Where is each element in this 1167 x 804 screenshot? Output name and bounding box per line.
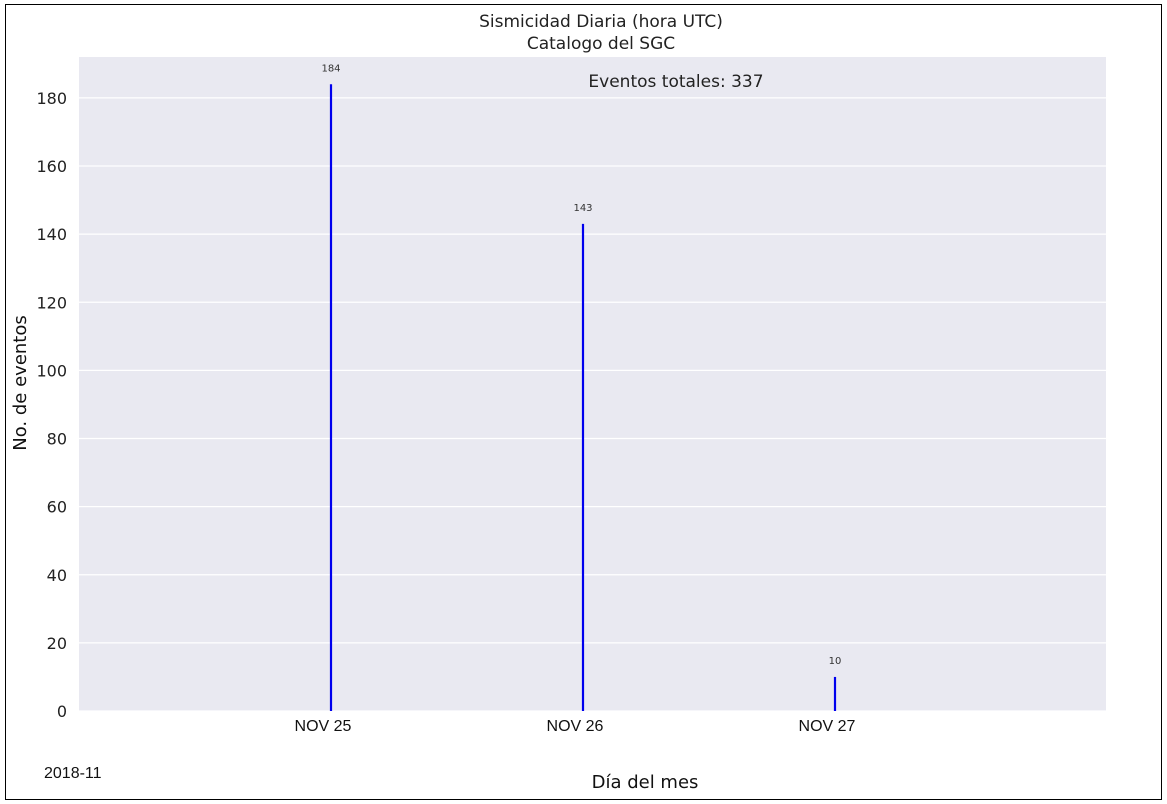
period-label: 2018-11 (44, 765, 102, 782)
y-axis-label: No. de eventos (10, 315, 31, 450)
bar-data-label: 143 (573, 203, 592, 214)
bar-data-label: 10 (829, 656, 842, 667)
y-tick-label: 180 (36, 89, 67, 108)
chart-title: Sismicidad Diaria (hora UTC) (479, 12, 723, 32)
bars: 184 143 10 (321, 63, 841, 711)
y-tick-label: 40 (47, 566, 67, 585)
y-tick-label: 0 (57, 702, 67, 721)
plot-area (79, 57, 1106, 711)
y-tick-label: 60 (47, 498, 67, 517)
x-axis-label: Día del mes (592, 772, 699, 793)
y-tick-label: 20 (47, 634, 67, 653)
bar-data-label: 184 (321, 63, 340, 74)
chart-frame (5, 4, 1162, 800)
x-axis-ticks: NOV 25 NOV 26 NOV 27 (295, 718, 856, 735)
x-tick-label: NOV 26 (547, 718, 604, 735)
y-tick-label: 120 (36, 293, 67, 312)
chart-subtitle: Catalogo del SGC (527, 34, 675, 54)
grid-lines (79, 97, 1106, 712)
y-tick-label: 160 (36, 157, 67, 176)
y-axis-ticks: 0 20 40 60 80 100 120 140 160 180 (36, 89, 67, 721)
x-tick-label: NOV 25 (295, 718, 352, 735)
y-tick-label: 100 (36, 361, 67, 380)
x-tick-label: NOV 27 (799, 718, 856, 735)
y-tick-label: 140 (36, 225, 67, 244)
y-tick-label: 80 (47, 430, 67, 449)
total-events-annotation: Eventos totales: 337 (588, 72, 763, 92)
